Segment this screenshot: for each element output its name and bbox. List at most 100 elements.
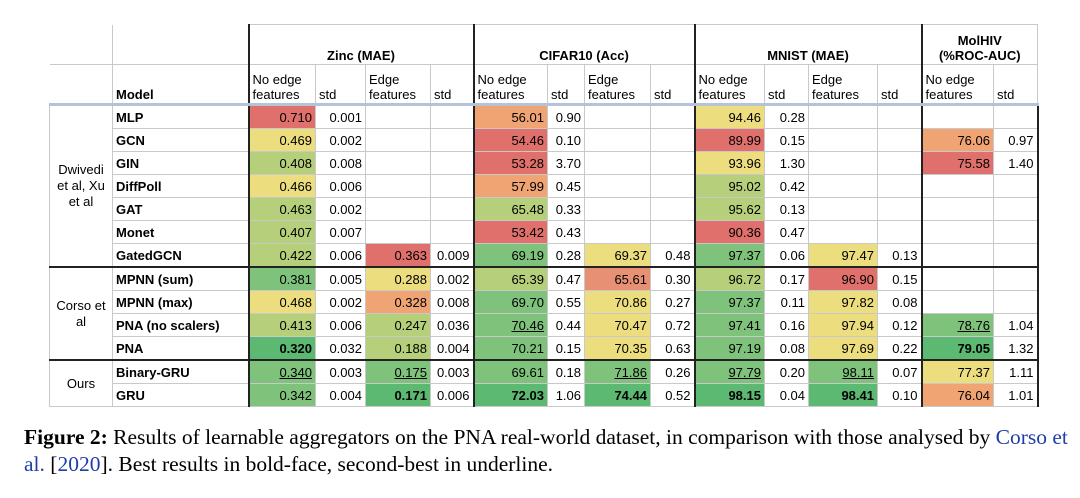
std-cell: 0.006	[315, 313, 366, 337]
std-cell: 0.04	[764, 383, 809, 407]
value-cell: 0.468	[247, 290, 316, 314]
std-cell: 0.06	[764, 243, 809, 268]
std-cell: 0.15	[764, 128, 809, 152]
std-cell: 0.10	[547, 128, 585, 152]
value-cell: 97.79	[693, 359, 765, 384]
table-row: GRU 0.342 0.004 0.171 0.006 72.03 1.06 74.44 0.5…	[50, 383, 1039, 407]
caption-citation-link[interactable]: Corso et al.	[24, 425, 1068, 476]
std-cell	[877, 174, 922, 198]
std-cell: 0.97	[993, 128, 1039, 152]
std-cell: 0.08	[764, 336, 809, 361]
std-cell: 0.33	[547, 197, 585, 221]
table-row: GAT 0.463 0.002 65.48 0.33 95.62 0.13	[50, 197, 1039, 221]
dataset-header-row: Zinc (MAE) CIFAR10 (Acc) MNIST (MAE) Mol…	[49, 24, 1038, 65]
value-cell	[920, 266, 994, 291]
value-cell: 96.90	[808, 266, 878, 291]
col-no-edge: No edge features	[693, 64, 765, 105]
group-label: Ours	[49, 359, 113, 407]
value-cell: 0.463	[247, 197, 316, 221]
value-cell: 76.04	[920, 383, 994, 407]
col-std: std	[547, 64, 585, 105]
std-cell: 0.47	[764, 220, 809, 244]
std-cell	[650, 174, 695, 198]
std-cell: 0.009	[430, 243, 474, 268]
value-cell: 97.37	[693, 290, 765, 314]
col-std: std	[764, 64, 809, 105]
std-cell: 0.036	[430, 313, 474, 337]
std-cell: 0.15	[877, 266, 922, 291]
column-header-row: Model No edge features std Edge features s…	[49, 64, 1038, 105]
value-cell	[365, 151, 431, 175]
value-cell: 0.320	[247, 336, 316, 361]
results-table: Zinc (MAE) CIFAR10 (Acc) MNIST (MAE) Mol…	[49, 24, 1039, 407]
value-cell: 72.03	[472, 383, 548, 407]
model-name: GIN	[112, 151, 249, 175]
value-cell: 69.61	[472, 359, 548, 384]
value-cell	[584, 197, 651, 221]
value-cell: 90.36	[693, 220, 765, 244]
caption-citation-year[interactable]: 2020	[57, 452, 101, 476]
std-cell: 1.04	[993, 313, 1039, 337]
col-edge: Edge features	[365, 64, 431, 105]
value-cell	[808, 197, 878, 221]
std-cell: 1.40	[993, 151, 1039, 175]
model-name: MPNN (max)	[112, 290, 249, 314]
value-cell	[808, 174, 878, 198]
value-cell: 0.413	[247, 313, 316, 337]
value-cell: 97.94	[808, 313, 878, 337]
std-cell: 0.001	[315, 103, 366, 129]
std-cell: 0.002	[315, 290, 366, 314]
table-row: DiffPoll 0.466 0.006 57.99 0.45 95.02 0.42	[50, 174, 1039, 198]
value-cell	[808, 128, 878, 152]
value-cell: 0.422	[247, 243, 316, 268]
col-edge: Edge features	[808, 64, 878, 105]
dataset-header-molhiv: MolHIV (%ROC-AUC)	[920, 24, 1038, 65]
value-cell: 0.408	[247, 151, 316, 175]
value-cell	[365, 103, 431, 129]
value-cell: 0.247	[365, 313, 431, 337]
std-cell: 0.004	[315, 383, 366, 407]
value-cell	[365, 174, 431, 198]
col-no-edge: No edge features	[472, 64, 548, 105]
model-name: DiffPoll	[112, 174, 249, 198]
value-cell: 97.47	[808, 243, 878, 268]
std-cell: 0.006	[430, 383, 474, 407]
std-cell: 0.16	[764, 313, 809, 337]
model-name: Binary-GRU	[112, 359, 249, 384]
group-label: Corso et al	[49, 266, 113, 361]
value-cell: 74.44	[584, 383, 651, 407]
value-cell	[920, 243, 994, 268]
std-cell: 0.22	[877, 336, 922, 361]
value-cell	[920, 103, 994, 129]
value-cell: 0.340	[247, 359, 316, 384]
value-cell: 54.46	[472, 128, 548, 152]
value-cell: 98.11	[808, 359, 878, 384]
value-cell	[808, 103, 878, 129]
model-name: PNA (no scalers)	[112, 313, 249, 337]
std-cell	[993, 290, 1039, 314]
value-cell: 65.39	[472, 266, 548, 291]
std-cell	[877, 103, 922, 129]
value-cell	[365, 128, 431, 152]
std-cell: 0.12	[877, 313, 922, 337]
std-cell	[430, 103, 474, 129]
caption-text-1: Results of learnable aggregators on the …	[107, 425, 996, 449]
value-cell	[584, 151, 651, 175]
std-cell: 0.63	[650, 336, 695, 361]
std-cell: 0.007	[315, 220, 366, 244]
value-cell: 89.99	[693, 128, 765, 152]
std-cell: 0.10	[877, 383, 922, 407]
value-cell: 79.05	[920, 336, 994, 361]
std-cell: 0.47	[547, 266, 585, 291]
std-cell: 0.003	[315, 359, 366, 384]
std-cell	[993, 220, 1039, 244]
std-cell: 0.005	[315, 266, 366, 291]
value-cell: 53.28	[472, 151, 548, 175]
value-cell: 75.58	[920, 151, 994, 175]
value-cell	[365, 197, 431, 221]
std-cell	[650, 220, 695, 244]
std-cell: 0.008	[315, 151, 366, 175]
model-name: MLP	[112, 103, 249, 129]
std-cell: 0.30	[650, 266, 695, 291]
std-cell: 0.15	[547, 336, 585, 361]
